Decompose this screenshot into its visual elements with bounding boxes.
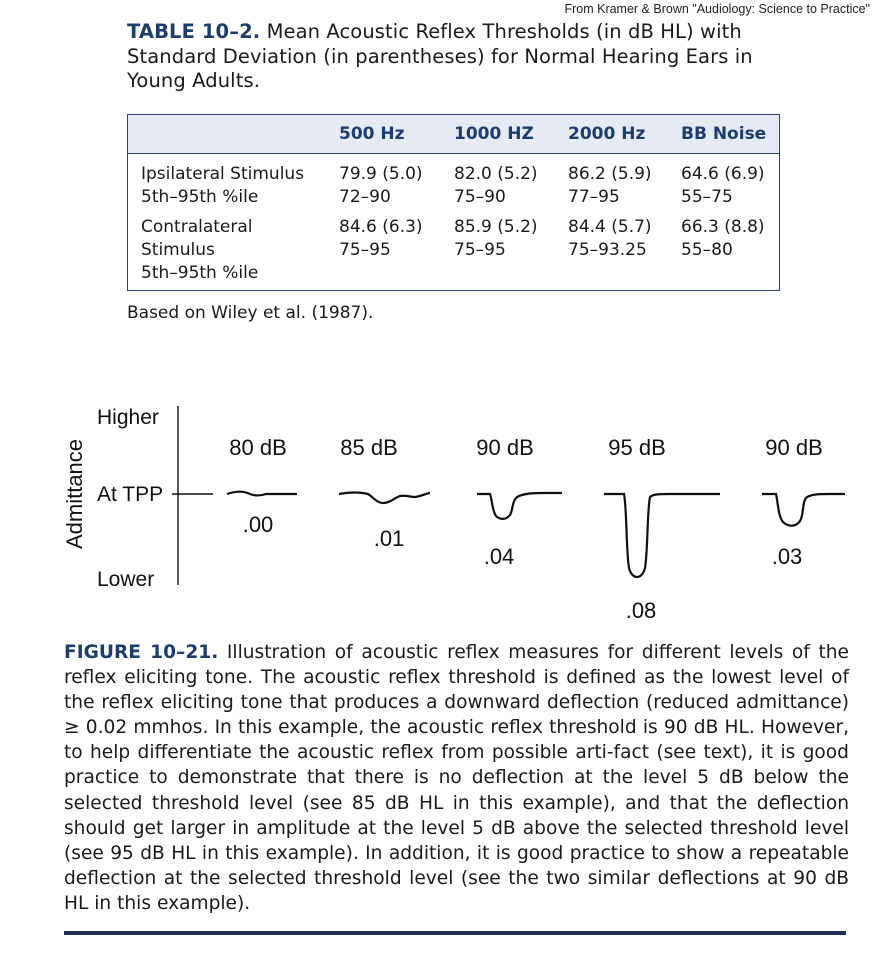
deflection-value: .08: [626, 598, 657, 623]
cell-ipsi-2000hz: 86.2 (5.9) 77–95: [568, 164, 652, 207]
y-level-at-tpp: At TPP: [97, 483, 163, 506]
cell-contra-500hz: 84.6 (6.3) 75–95: [339, 217, 423, 260]
y-level-higher: Higher: [97, 406, 159, 429]
deflection-value: .04: [484, 544, 515, 569]
col-header-1000hz: 1000 HZ: [454, 124, 534, 144]
figure-caption-text: Illustration of acoustic reflex measures…: [64, 642, 849, 914]
reflex-trace-90db: [477, 491, 562, 520]
reflex-trace-85db: [338, 491, 431, 505]
bottom-rule: [64, 931, 846, 935]
y-level-lower: Lower: [97, 568, 154, 591]
trace-level-label: 95 dB: [608, 435, 666, 460]
row-label-line: Stimulus: [141, 240, 215, 260]
table-source-note: Based on Wiley et al. (1987).: [127, 303, 374, 323]
source-note: From Kramer & Brown "Audiology: Science …: [564, 2, 870, 16]
cell-contra-1000hz: 85.9 (5.2) 75–95: [454, 217, 538, 260]
deflection-value: .00: [243, 512, 274, 537]
cell-ipsi-500hz: 79.9 (5.0) 72–90: [339, 164, 423, 207]
acoustic-reflex-figure: Admittance Higher At TPP Lower 80 dB 85 …: [62, 406, 845, 623]
deflection-value: .03: [772, 544, 803, 569]
table-label: TABLE 10–2.: [127, 20, 261, 43]
row-label-ipsilateral: Ipsilateral Stimulus 5th–95th %ile: [141, 163, 304, 209]
cell-contra-2000hz: 84.4 (5.7) 75–93.25: [568, 217, 652, 260]
y-axis-title: Admittance: [62, 439, 87, 549]
figure-caption: FIGURE 10–21. Illustration of acoustic r…: [64, 640, 849, 916]
trace-level-label: 80 dB: [229, 435, 287, 460]
cell-ipsi-1000hz: 82.0 (5.2) 75–90: [454, 164, 538, 207]
col-header-bb-noise: BB Noise: [681, 124, 767, 144]
reflex-trace-95db: [604, 492, 720, 579]
row-label-line: Ipsilateral Stimulus: [141, 164, 305, 184]
row-label-line: 5th–95th %ile: [141, 263, 259, 283]
trace-level-label: 90 dB: [476, 435, 534, 460]
table-caption: TABLE 10–2. Mean Acoustic Reflex Thresho…: [127, 20, 787, 94]
reflex-trace-90db-repeat: [762, 492, 845, 527]
trace-level-label: 90 dB: [765, 435, 823, 460]
reflex-threshold-table: 500 Hz 1000 HZ 2000 Hz BB Noise Ipsilate…: [127, 114, 780, 291]
figure-label: FIGURE 10–21.: [64, 642, 219, 663]
row-label-contralateral: Contralateral Stimulus 5th–95th %ile: [141, 216, 258, 285]
row-label-line: Contralateral: [141, 217, 253, 237]
deflection-value: .01: [374, 526, 405, 551]
table-title: Mean Acoustic Reflex Thresholds (in dB H…: [127, 20, 753, 92]
reflex-trace-80db: [226, 490, 297, 497]
col-header-2000hz: 2000 Hz: [568, 124, 646, 144]
table-header-row: 500 Hz 1000 HZ 2000 Hz BB Noise: [128, 115, 779, 154]
trace-level-label: 85 dB: [340, 435, 398, 460]
col-header-500hz: 500 Hz: [339, 124, 405, 144]
cell-ipsi-bb-noise: 64.6 (6.9) 55–75: [681, 164, 765, 207]
row-label-line: 5th–95th %ile: [141, 187, 259, 207]
cell-contra-bb-noise: 66.3 (8.8) 55–80: [681, 217, 765, 260]
